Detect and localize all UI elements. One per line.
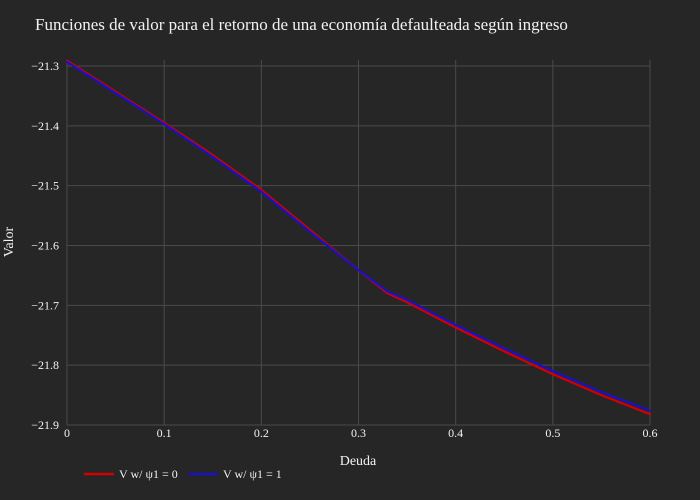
x-axis-ticks: 0 0.1 0.2 0.3 0.4 0.5 0.6 [64, 426, 658, 440]
x-tick-label: 0.6 [643, 426, 658, 440]
y-tick-label: −21.5 [31, 179, 59, 193]
x-tick-label: 0.5 [545, 426, 560, 440]
legend-item-1[interactable]: V w/ ψ1 = 0 [84, 467, 178, 481]
legend[interactable]: V w/ ψ1 = 0 V w/ ψ1 = 1 [84, 467, 282, 481]
chart-title: Funciones de valor para el retorno de un… [35, 15, 568, 34]
y-tick-label: −21.7 [31, 298, 59, 312]
y-tick-label: −21.3 [31, 59, 59, 73]
y-axis-title: Valor [2, 227, 17, 258]
y-tick-label: −21.9 [31, 418, 59, 432]
legend-label: V w/ ψ1 = 1 [223, 467, 282, 481]
x-tick-label: 0.2 [254, 426, 269, 440]
x-tick-label: 0 [64, 426, 70, 440]
y-tick-label: −21.6 [31, 238, 59, 252]
y-axis-ticks: −21.3 −21.4 −21.5 −21.6 −21.7 −21.8 −21.9 [31, 59, 59, 432]
legend-label: V w/ ψ1 = 0 [119, 467, 178, 481]
legend-item-2[interactable]: V w/ ψ1 = 1 [188, 467, 282, 481]
x-tick-label: 0.3 [351, 426, 366, 440]
series-layer [65, 59, 652, 416]
x-axis-title: Deuda [340, 454, 377, 469]
y-tick-label: −21.8 [31, 358, 59, 372]
grid-layer [66, 60, 651, 426]
series-line-2 [65, 60, 652, 412]
x-tick-label: 0.4 [448, 426, 463, 440]
y-tick-label: −21.4 [31, 119, 59, 133]
x-tick-label: 0.1 [157, 426, 172, 440]
